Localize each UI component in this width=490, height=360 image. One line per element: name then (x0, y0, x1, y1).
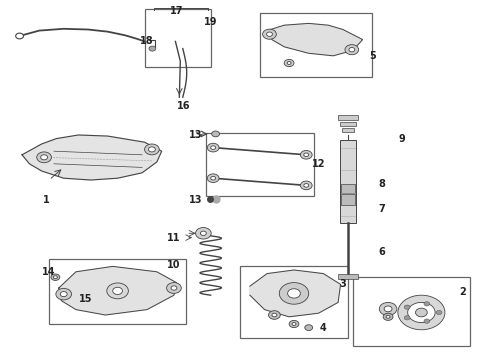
Bar (145, 9, 211, 67)
Text: 13: 13 (189, 195, 203, 205)
Bar (338, 115, 358, 120)
Circle shape (416, 308, 427, 317)
Text: 3: 3 (340, 279, 346, 289)
Circle shape (304, 184, 309, 187)
Circle shape (384, 306, 392, 312)
Text: 9: 9 (398, 134, 405, 144)
Polygon shape (267, 23, 363, 56)
Circle shape (408, 302, 435, 323)
Circle shape (305, 325, 313, 330)
Circle shape (212, 131, 220, 137)
Text: 4: 4 (320, 323, 327, 333)
Circle shape (200, 231, 206, 235)
Text: 1: 1 (43, 195, 50, 205)
Text: 13: 13 (189, 130, 203, 140)
Bar (342, 128, 354, 132)
Text: 15: 15 (79, 294, 93, 304)
Circle shape (211, 176, 216, 180)
Circle shape (267, 32, 272, 36)
Text: 14: 14 (42, 267, 56, 277)
Circle shape (51, 274, 60, 280)
Text: 6: 6 (379, 247, 386, 257)
Polygon shape (59, 266, 176, 315)
Text: 7: 7 (379, 204, 386, 214)
Bar (341, 184, 355, 193)
Bar (341, 194, 355, 205)
Circle shape (148, 147, 155, 152)
Circle shape (269, 311, 280, 319)
Circle shape (149, 46, 156, 51)
Bar (338, 274, 358, 279)
Circle shape (263, 29, 276, 39)
Circle shape (288, 289, 300, 298)
Bar (353, 277, 470, 346)
Circle shape (145, 144, 159, 155)
Circle shape (37, 152, 51, 163)
Circle shape (304, 153, 309, 157)
Circle shape (289, 320, 299, 328)
Bar (340, 122, 356, 126)
Text: 5: 5 (369, 51, 376, 61)
Text: 17: 17 (170, 6, 183, 16)
Circle shape (404, 305, 410, 309)
Circle shape (345, 45, 359, 55)
Text: 16: 16 (177, 101, 191, 111)
Circle shape (56, 288, 72, 300)
Circle shape (207, 143, 219, 152)
Text: 18: 18 (140, 36, 154, 46)
Circle shape (424, 319, 430, 323)
Circle shape (404, 316, 410, 320)
Circle shape (284, 59, 294, 67)
Circle shape (196, 228, 211, 239)
Circle shape (300, 150, 312, 159)
Circle shape (300, 181, 312, 190)
Text: 12: 12 (312, 159, 325, 169)
Circle shape (379, 302, 397, 315)
Bar (260, 13, 372, 77)
Text: 11: 11 (167, 233, 181, 243)
Text: 19: 19 (204, 17, 218, 27)
Text: 2: 2 (460, 287, 466, 297)
Circle shape (113, 287, 122, 294)
Circle shape (41, 155, 48, 160)
Bar (206, 133, 314, 196)
Bar (49, 259, 186, 324)
Circle shape (398, 295, 445, 330)
Circle shape (53, 276, 57, 279)
Circle shape (211, 146, 216, 149)
Circle shape (349, 48, 355, 52)
Circle shape (272, 313, 277, 317)
Polygon shape (250, 270, 341, 317)
Bar (340, 140, 356, 223)
Circle shape (107, 283, 128, 299)
Circle shape (383, 313, 393, 320)
Bar (240, 266, 348, 338)
Polygon shape (22, 135, 162, 180)
Circle shape (167, 283, 181, 293)
Circle shape (424, 302, 430, 306)
Circle shape (287, 62, 291, 64)
Circle shape (16, 33, 24, 39)
Circle shape (207, 174, 219, 183)
Circle shape (279, 283, 309, 304)
Circle shape (386, 315, 390, 318)
Circle shape (60, 292, 67, 297)
Text: 10: 10 (167, 260, 181, 270)
Circle shape (436, 310, 442, 315)
Circle shape (171, 286, 177, 290)
Circle shape (292, 323, 296, 325)
Text: 8: 8 (379, 179, 386, 189)
